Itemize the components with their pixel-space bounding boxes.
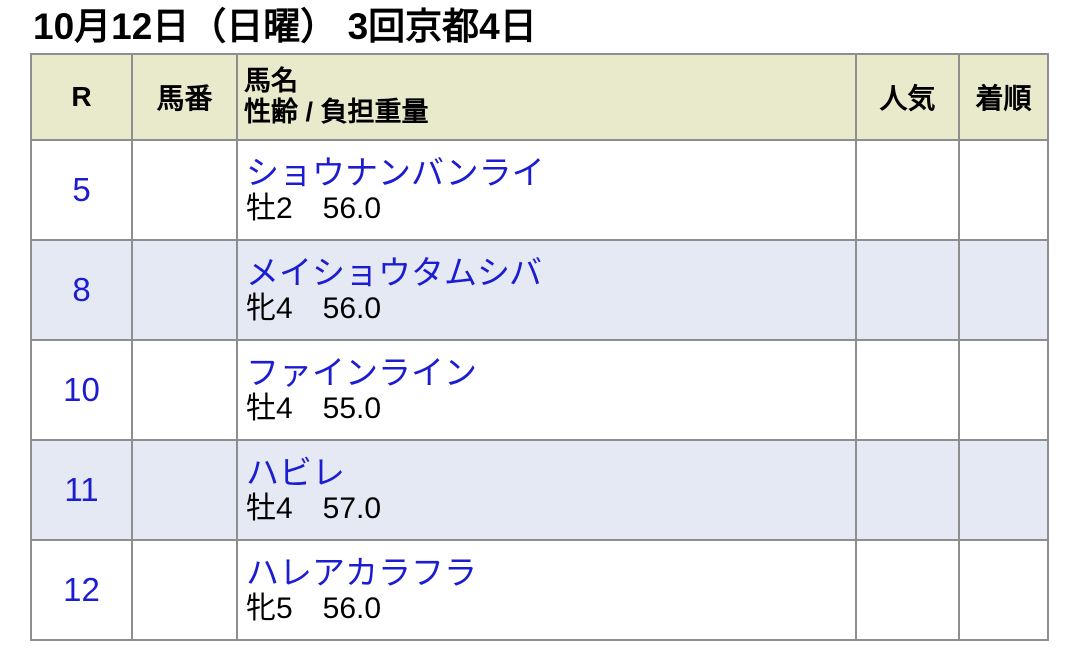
race-number-link[interactable]: 12 (30, 539, 133, 642)
horse-sexage-weight: 牝5 56.0 (246, 591, 382, 625)
race-row: 12 ハレアカラフラ 牝5 56.0 (30, 539, 1049, 642)
horse-name-link[interactable]: ショウナンバンライ (246, 154, 545, 192)
horse-cell: メイショウタムシバ 牝4 56.0 (236, 239, 857, 342)
horse-name-link[interactable]: ハレアカラフラ (246, 554, 477, 592)
ninki-cell (855, 139, 960, 242)
chakujun-cell (958, 239, 1049, 342)
horse-name-link[interactable]: ハビレ (246, 454, 345, 492)
race-number-link[interactable]: 5 (30, 139, 133, 242)
race-row: 8 メイショウタムシバ 牝4 56.0 (30, 239, 1049, 342)
header-chakujun-label: 着順 (958, 53, 1049, 142)
ninki-cell (855, 539, 960, 642)
horse-cell: ファインライン 牡4 55.0 (236, 339, 857, 442)
horse-sexage-weight: 牡4 57.0 (246, 491, 382, 525)
umaban-cell (131, 539, 238, 642)
race-table: R 馬番 馬名 性齢 / 負担重量 人気 着順 5 ショウナンバンライ 牡2 5… (30, 53, 1049, 642)
header-horse-label: 馬名 性齢 / 負担重量 (236, 53, 857, 142)
race-row: 5 ショウナンバンライ 牡2 56.0 (30, 139, 1049, 242)
chakujun-cell (958, 139, 1049, 242)
horse-sexage-weight: 牝4 56.0 (246, 291, 382, 325)
race-number-link[interactable]: 10 (30, 339, 133, 442)
horse-cell: ショウナンバンライ 牡2 56.0 (236, 139, 857, 242)
race-row: 10 ファインライン 牡4 55.0 (30, 339, 1049, 442)
horse-cell: ハレアカラフラ 牝5 56.0 (236, 539, 857, 642)
header-umaban-label: 馬番 (131, 53, 238, 142)
umaban-cell (131, 239, 238, 342)
chakujun-cell (958, 339, 1049, 442)
horse-cell: ハビレ 牡4 57.0 (236, 439, 857, 542)
chakujun-cell (958, 539, 1049, 642)
umaban-cell (131, 339, 238, 442)
ninki-cell (855, 339, 960, 442)
race-number-link[interactable]: 11 (30, 439, 133, 542)
umaban-cell (131, 439, 238, 542)
horse-sexage-weight: 牡4 55.0 (246, 391, 382, 425)
header-r-label: R (30, 53, 133, 142)
header-horse-name-label: 馬名 (244, 66, 298, 97)
chakujun-cell (958, 439, 1049, 542)
umaban-cell (131, 139, 238, 242)
race-number-link[interactable]: 8 (30, 239, 133, 342)
horse-name-link[interactable]: メイショウタムシバ (246, 254, 543, 292)
ninki-cell (855, 239, 960, 342)
ninki-cell (855, 439, 960, 542)
horse-sexage-weight: 牡2 56.0 (246, 191, 382, 225)
header-sexage-weight-label: 性齢 / 負担重量 (244, 97, 429, 128)
race-row: 11 ハビレ 牡4 57.0 (30, 439, 1049, 542)
header-ninki-label: 人気 (855, 53, 960, 142)
table-header-row: R 馬番 馬名 性齢 / 負担重量 人気 着順 (30, 53, 1049, 142)
horse-name-link[interactable]: ファインライン (246, 354, 477, 392)
page-title: 10月12日（日曜） 3回京都4日 (33, 6, 537, 47)
